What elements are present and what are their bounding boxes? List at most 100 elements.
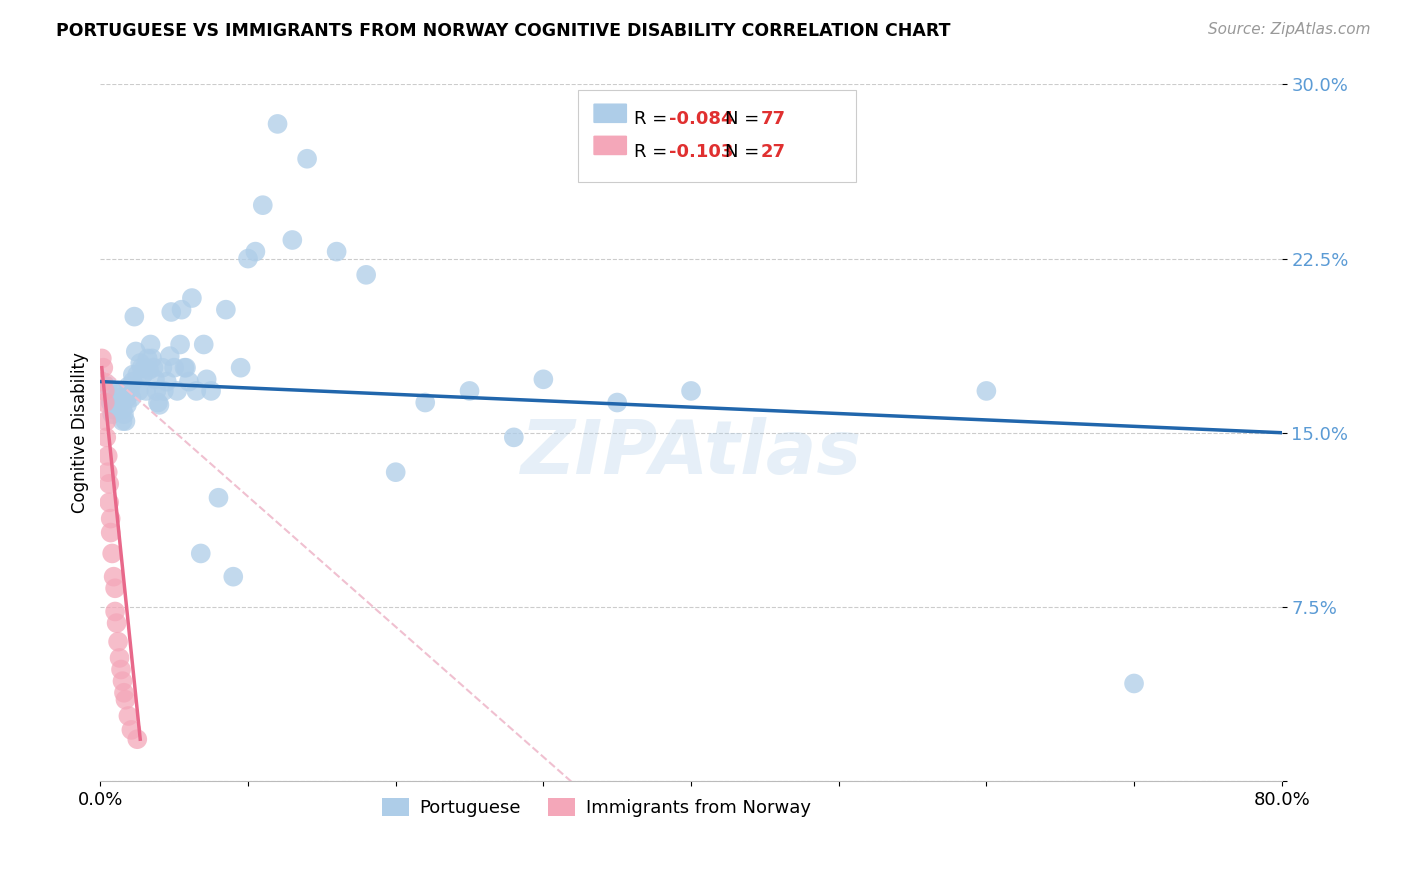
Point [502, 430, 524, 444]
Y-axis label: Cognitive Disability: Cognitive Disability [72, 352, 89, 513]
Point [458, 384, 481, 398]
Text: 77: 77 [761, 110, 786, 128]
Point [104, 582, 127, 596]
Point [103, 569, 125, 583]
Point [117, 379, 139, 393]
Point [245, 244, 267, 259]
Point [121, 375, 143, 389]
Point [121, 368, 143, 382]
Point [128, 384, 150, 398]
Point [136, 351, 159, 366]
Point [127, 732, 149, 747]
Point [207, 491, 229, 505]
Point [114, 692, 136, 706]
Point [94, 384, 117, 398]
Point [170, 302, 193, 317]
Point [120, 391, 142, 405]
Point [146, 395, 169, 409]
Point [384, 465, 406, 479]
Point [110, 395, 132, 409]
Point [531, 372, 554, 386]
Point [96, 414, 118, 428]
Point [266, 117, 288, 131]
Point [193, 337, 215, 351]
Text: R =: R = [634, 110, 673, 128]
Point [173, 360, 195, 375]
Point [110, 663, 132, 677]
Point [97, 465, 120, 479]
Point [91, 360, 114, 375]
Point [94, 395, 117, 409]
Point [222, 569, 245, 583]
Point [100, 511, 122, 525]
Point [295, 152, 318, 166]
Point [139, 337, 162, 351]
Point [131, 360, 153, 375]
Point [413, 395, 436, 409]
Point [117, 709, 139, 723]
Point [97, 449, 120, 463]
Text: N =: N = [725, 110, 765, 128]
Point [180, 291, 202, 305]
Point [112, 407, 135, 421]
Point [127, 368, 149, 382]
Point [229, 360, 252, 375]
Point [107, 384, 129, 398]
Point [142, 360, 165, 375]
Point [90, 351, 112, 366]
Point [100, 525, 122, 540]
Point [174, 360, 197, 375]
Point [236, 252, 259, 266]
Point [163, 360, 186, 375]
Point [135, 384, 157, 398]
Text: R =: R = [634, 143, 673, 161]
Point [104, 605, 127, 619]
Point [115, 398, 138, 412]
Point [108, 386, 131, 401]
Point [354, 268, 377, 282]
Point [252, 198, 274, 212]
Point [325, 244, 347, 259]
Point [160, 305, 183, 319]
Point [97, 379, 120, 393]
Point [141, 351, 163, 366]
Point [134, 360, 156, 375]
Text: ZIPAtlas: ZIPAtlas [520, 417, 862, 490]
Point [98, 495, 121, 509]
Point [111, 414, 134, 428]
Point [107, 634, 129, 648]
Point [150, 360, 173, 375]
Point [200, 384, 222, 398]
Point [115, 391, 138, 405]
Point [111, 402, 134, 417]
Point [100, 395, 122, 409]
Point [132, 368, 155, 382]
Point [153, 384, 176, 398]
Point [91, 375, 114, 389]
Point [118, 384, 141, 398]
Point [143, 372, 166, 386]
Point [108, 651, 131, 665]
Point [166, 384, 188, 398]
Point [101, 546, 124, 560]
Text: -0.084: -0.084 [669, 110, 734, 128]
Point [96, 430, 118, 444]
Point [138, 363, 160, 377]
Point [679, 384, 702, 398]
Point [145, 384, 167, 398]
Point [103, 402, 125, 417]
Point [159, 349, 181, 363]
Point [98, 476, 121, 491]
Point [105, 616, 128, 631]
Point [124, 310, 146, 324]
Point [125, 344, 148, 359]
Legend: Portuguese, Immigrants from Norway: Portuguese, Immigrants from Norway [374, 791, 818, 824]
Text: PORTUGUESE VS IMMIGRANTS FROM NORWAY COGNITIVE DISABILITY CORRELATION CHART: PORTUGUESE VS IMMIGRANTS FROM NORWAY COG… [56, 22, 950, 40]
Point [156, 375, 179, 389]
Point [129, 356, 152, 370]
Point [112, 686, 135, 700]
Point [186, 384, 208, 398]
Point [281, 233, 304, 247]
Point [195, 372, 218, 386]
Point [976, 384, 998, 398]
